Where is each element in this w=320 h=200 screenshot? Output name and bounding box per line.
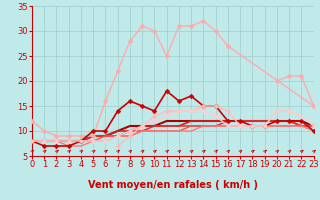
X-axis label: Vent moyen/en rafales ( km/h ): Vent moyen/en rafales ( km/h ) [88, 180, 258, 190]
